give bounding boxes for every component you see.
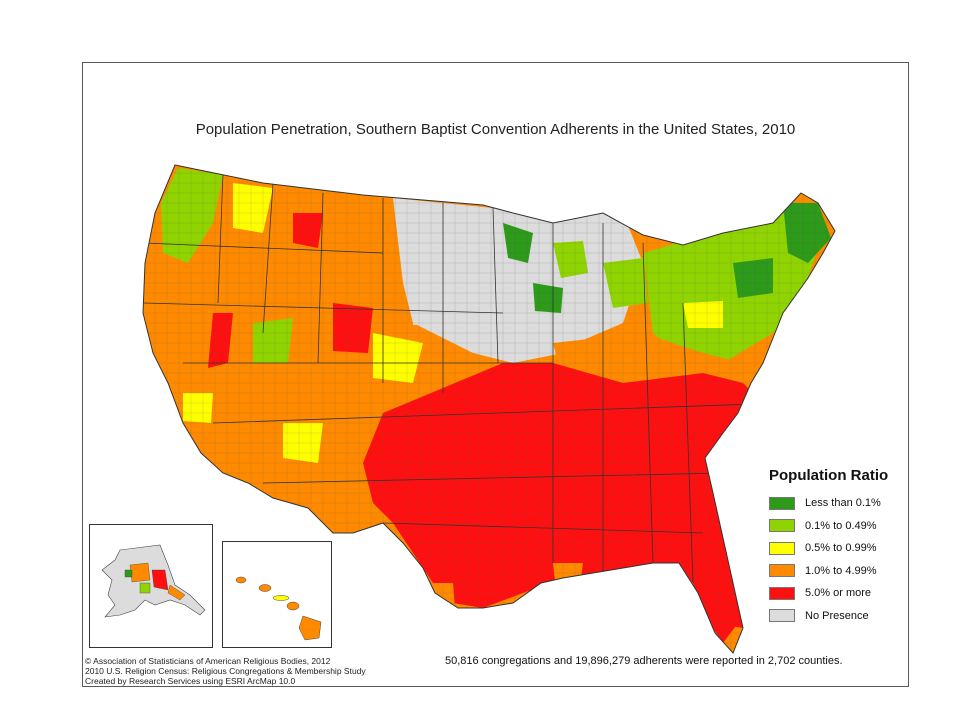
- region-louisiana-orange: [553, 563, 583, 581]
- legend-item: 1.0% to 4.99%: [769, 560, 905, 583]
- legend-swatch: [769, 564, 795, 578]
- region-nv-red: [208, 313, 233, 368]
- region-ks-yellow: [373, 333, 423, 383]
- alaska-green: [124, 569, 133, 578]
- legend-swatch: [769, 541, 795, 555]
- legend-item: 0.5% to 0.99%: [769, 537, 905, 560]
- state-borders: [143, 172, 784, 584]
- legend-label: No Presence: [805, 609, 869, 622]
- map-frame: Population Penetration, Southern Baptist…: [82, 62, 909, 687]
- region-pa-yellow: [683, 301, 723, 328]
- region-south-red: [363, 363, 763, 628]
- region-ia-green: [533, 283, 563, 313]
- region-wi-lightgreen: [553, 241, 588, 278]
- region-wa-lightgreen: [161, 168, 223, 263]
- legend-swatch: [769, 609, 795, 623]
- region-co-red: [333, 303, 373, 353]
- map-title: Population Penetration, Southern Baptist…: [195, 121, 796, 138]
- region-mi-lightgreen: [603, 258, 648, 308]
- hawaii-map: [235, 576, 322, 641]
- region-az-yellow: [283, 423, 323, 463]
- hawaii-molokai: [272, 595, 290, 601]
- legend-label: 0.1% to 0.49%: [805, 519, 877, 532]
- region-ne-none: [413, 303, 443, 325]
- alaska-orange: [129, 562, 151, 583]
- hawaii-maui: [286, 601, 300, 611]
- region-ca-yellow: [183, 393, 213, 423]
- legend-label: Less than 0.1%: [805, 497, 881, 510]
- alaska-southeast-orange: [167, 584, 186, 601]
- legend-item: Less than 0.1%: [769, 492, 905, 515]
- hawaii-oahu: [258, 584, 272, 592]
- legend-item: 0.1% to 0.49%: [769, 515, 905, 538]
- legend: Population Ratio Less than 0.1% 0.1% to …: [765, 467, 905, 627]
- credit-line: © Association of Statisticians of Americ…: [85, 656, 331, 666]
- region-florida-red: [693, 578, 738, 643]
- hawaii-big-island: [298, 615, 322, 641]
- legend-swatch: [769, 519, 795, 533]
- region-mt-red: [293, 213, 323, 248]
- region-id-yellow: [233, 183, 273, 233]
- legend-item: No Presence: [769, 605, 905, 628]
- legend-item: 5.0% or more: [769, 582, 905, 605]
- credit-line: Created by Research Services using ESRI …: [85, 676, 296, 686]
- alaska-lightgreen: [139, 582, 151, 594]
- region-mn-green: [503, 223, 533, 263]
- conus-outline: [142, 164, 836, 654]
- alaska-map: [101, 544, 206, 618]
- credit-line: 2010 U.S. Religion Census: Religious Con…: [85, 666, 366, 676]
- legend-label: 0.5% to 0.99%: [805, 542, 877, 555]
- region-ny-green: [733, 258, 773, 298]
- alaska-inset: [89, 524, 213, 648]
- legend-label: 5.0% or more: [805, 587, 872, 600]
- hawaii-inset: [222, 541, 332, 648]
- hawaii-kauai: [235, 576, 247, 584]
- credits: © Association of Statisticians of Americ…: [85, 656, 366, 686]
- legend-swatch: [769, 496, 795, 510]
- legend-title: Population Ratio: [769, 467, 889, 484]
- legend-swatch: [769, 586, 795, 600]
- summary-text: 50,816 congregations and 19,896,279 adhe…: [445, 655, 843, 667]
- legend-label: 1.0% to 4.99%: [805, 564, 877, 577]
- region-maine-green: [783, 203, 831, 263]
- alaska-red: [151, 569, 169, 591]
